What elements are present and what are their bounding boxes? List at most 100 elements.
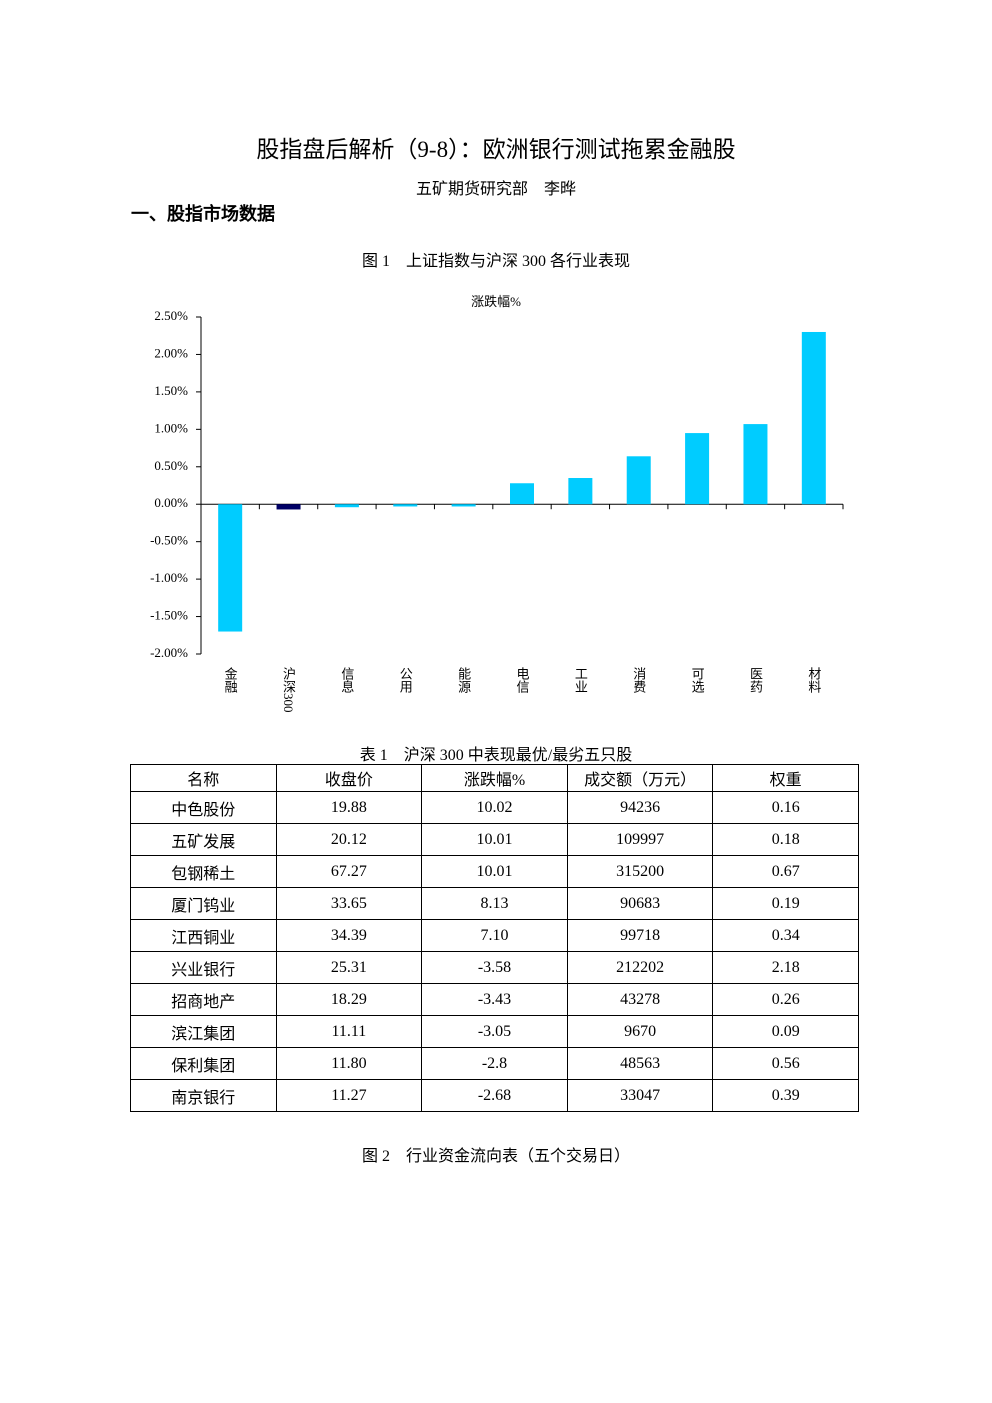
bar [685, 433, 710, 505]
y-tick-label: -1.00% [150, 570, 188, 585]
table-cell: 滨江集团 [130, 1015, 277, 1048]
table-cell: 10.01 [421, 823, 568, 856]
bar [276, 504, 301, 510]
table-row: 五矿发展 20.12 10.01 109997 0.18 [130, 823, 859, 856]
x-tick-label: 沪深300 [281, 666, 296, 712]
bar [451, 504, 476, 507]
table-cell: 19.88 [275, 791, 423, 824]
author: 五矿期货研究部 李晔 [415, 181, 576, 198]
table-cell: 11.80 [275, 1047, 423, 1080]
x-tick-label: 公用 [398, 667, 413, 694]
table-cell: 18.29 [275, 983, 423, 1016]
table-cell: 厦门钨业 [130, 887, 277, 920]
table-caption: 表 1 沪深 300 中表现最优/最劣五只股 [359, 747, 633, 764]
bar [568, 478, 593, 505]
table-cell: 0.34 [712, 919, 859, 952]
column-header: 名称 [130, 764, 277, 792]
table-cell: 0.26 [712, 983, 859, 1016]
x-tick-label: 材料 [806, 667, 821, 693]
x-tick-label: 能源 [456, 667, 471, 693]
table-cell: 2.18 [712, 951, 859, 984]
table-cell: 10.02 [421, 791, 568, 824]
bar [334, 504, 359, 508]
x-tick-label: 医药 [748, 667, 763, 693]
table-cell: 48563 [566, 1047, 714, 1080]
bar [801, 331, 826, 505]
table-row: 中色股份 19.88 10.02 94236 0.16 [130, 791, 859, 824]
bar [393, 504, 418, 507]
table-cell: 43278 [566, 983, 714, 1016]
bar [626, 456, 651, 505]
column-header: 涨跌幅% [421, 764, 568, 792]
table-cell: -2.8 [421, 1047, 568, 1080]
figure-caption: 图 1 上证指数与沪深 300 各行业表现 [361, 253, 630, 270]
table-cell: 7.10 [421, 919, 568, 952]
y-tick-label: -2.00% [150, 645, 188, 660]
table-row: 保利集团 11.80 -2.8 48563 0.56 [130, 1047, 859, 1080]
column-header: 权重 [712, 764, 859, 792]
table-row: 招商地产 18.29 -3.43 43278 0.26 [130, 983, 859, 1016]
table-row: 江西铜业 34.39 7.10 99718 0.34 [130, 919, 859, 952]
table-cell: 99718 [566, 919, 714, 952]
table-cell: 保利集团 [130, 1047, 277, 1080]
y-tick-label: 2.00% [154, 345, 188, 360]
table-row: 包钢稀土 67.27 10.01 315200 0.67 [130, 855, 859, 888]
table-cell: 江西铜业 [130, 919, 277, 952]
chart: 涨跌幅% -2.00% -1.50% -1.00% -0.50% 0.00% 0.50% 1… [150, 294, 844, 713]
table-cell: 34.39 [275, 919, 423, 952]
table-cell: 0.18 [712, 823, 859, 856]
chart-title: 涨跌幅% [471, 294, 521, 309]
table-cell: 33.65 [275, 887, 423, 920]
table-cell: 中色股份 [130, 791, 277, 824]
table-cell: 8.13 [421, 887, 568, 920]
y-tick-label: -1.50% [150, 608, 188, 623]
table-cell: 11.11 [275, 1015, 423, 1048]
table-cell: 33047 [566, 1079, 714, 1112]
table-row: 兴业银行 25.31 -3.58 212202 2.18 [130, 951, 859, 984]
table-cell: 25.31 [275, 951, 423, 984]
x-tick-label: 可选 [690, 667, 705, 694]
y-tick-label: -0.50% [150, 533, 188, 548]
y-tick-label: 0.00% [154, 495, 188, 510]
table-cell: 兴业银行 [130, 951, 277, 984]
table-cell: 9670 [566, 1015, 714, 1048]
bar [218, 504, 243, 632]
table-cell: 五矿发展 [130, 823, 277, 856]
x-tick-label: 信息 [339, 667, 354, 693]
table-cell: 212202 [566, 951, 714, 984]
doc-title: 股指盘后解析（9-8）：欧洲银行测试拖累金融股 [256, 137, 736, 162]
table-cell: 0.16 [712, 791, 859, 824]
table-cell: 109997 [566, 823, 714, 856]
table-cell: 11.27 [275, 1079, 423, 1112]
table-cell: -3.58 [421, 951, 568, 984]
header-row: 名称 收盘价 涨跌幅% 成交额（万元） 权重 [130, 764, 859, 792]
column-header: 收盘价 [275, 764, 423, 792]
table-cell: 0.67 [712, 855, 859, 888]
x-tick-label: 工业 [573, 667, 588, 693]
column-header: 成交额（万元） [566, 764, 714, 792]
table-row: 滨江集团 11.11 -3.05 9670 0.09 [130, 1015, 859, 1048]
table-cell: 0.19 [712, 887, 859, 920]
table-cell: 20.12 [275, 823, 423, 856]
table-cell: 招商地产 [130, 983, 277, 1016]
table-cell: 南京银行 [130, 1079, 277, 1112]
table-row: 南京银行 11.27 -2.68 33047 0.39 [130, 1079, 859, 1112]
y-tick-label: 1.00% [154, 420, 188, 435]
y-tick-label: 1.50% [154, 383, 188, 398]
table-cell: 包钢稀土 [130, 855, 277, 888]
y-tick-label: 2.50% [154, 308, 188, 323]
x-tick-label: 消费 [631, 667, 646, 693]
table-cell: 315200 [566, 855, 714, 888]
table-cell: 10.01 [421, 855, 568, 888]
table-cell: -3.05 [421, 1015, 568, 1048]
table-cell: 0.56 [712, 1047, 859, 1080]
table-cell: 90683 [566, 887, 714, 920]
table-cell: 67.27 [275, 855, 423, 888]
figure-caption: 图 2 行业资金流向表（五个交易日） [361, 1148, 630, 1165]
table-cell: 0.09 [712, 1015, 859, 1048]
x-tick-label: 电信 [515, 667, 530, 693]
table-cell: 94236 [566, 791, 714, 824]
bar [743, 424, 768, 505]
y-tick-label: 0.50% [154, 458, 188, 473]
